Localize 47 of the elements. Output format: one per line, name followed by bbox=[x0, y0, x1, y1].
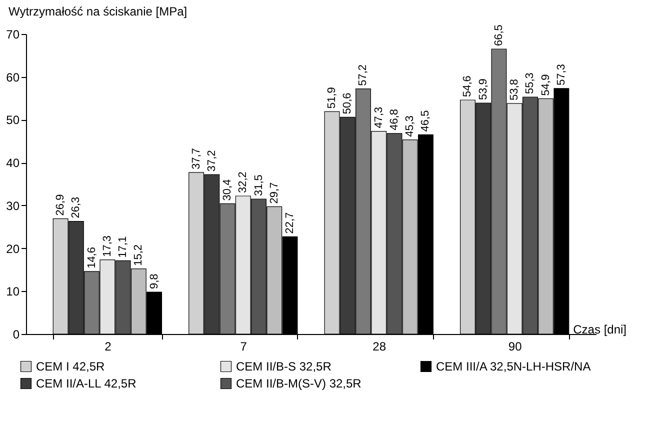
y-tick-label: 50 bbox=[6, 113, 20, 128]
data-label: 26,9 bbox=[54, 194, 67, 216]
legend-label: CEM II/A-LL 42,5R bbox=[36, 376, 137, 390]
data-label: 57,2 bbox=[357, 64, 370, 86]
data-label: 51,9 bbox=[326, 87, 338, 109]
data-label: 14,6 bbox=[86, 247, 98, 268]
data-label: 55,3 bbox=[524, 72, 536, 94]
data-label: 37,7 bbox=[190, 148, 202, 170]
data-label: 53,9 bbox=[477, 78, 490, 100]
data-label: 54,6 bbox=[462, 76, 474, 97]
legend-label: CEM I 42,5R bbox=[36, 360, 106, 374]
y-tick-label: 0 bbox=[12, 328, 20, 342]
y-tick-label: 70 bbox=[6, 28, 20, 42]
data-label: 22,7 bbox=[284, 212, 296, 234]
x-tick-label: 28 bbox=[372, 340, 386, 354]
data-label: 29,7 bbox=[268, 182, 280, 204]
data-label: 26,3 bbox=[70, 196, 82, 218]
x-tick-label: 90 bbox=[508, 340, 522, 354]
data-label: 31,5 bbox=[252, 174, 265, 196]
y-tick-label: 40 bbox=[6, 156, 20, 170]
data-label: 57,3 bbox=[555, 64, 568, 86]
data-label: 15,2 bbox=[132, 244, 145, 266]
data-label: 32,2 bbox=[237, 172, 250, 193]
data-label: 17,3 bbox=[101, 235, 114, 257]
x-tick-label: 7 bbox=[240, 340, 248, 354]
x-axis-title: Czas [dni] bbox=[573, 322, 626, 336]
data-label: 53,8 bbox=[508, 79, 521, 100]
y-axis-title: Wytrzymałość na ściskanie [MPa] bbox=[8, 4, 188, 18]
data-label: 9,8 bbox=[148, 274, 160, 289]
legend-label: CEM II/B-M(S-V) 32,5R bbox=[236, 376, 362, 390]
data-label: 45,3 bbox=[404, 115, 416, 137]
data-label: 50,6 bbox=[342, 92, 354, 114]
data-label: 47,3 bbox=[372, 106, 385, 128]
legend-label: CEM III/A 32,5N-LH-HSR/NA bbox=[436, 360, 591, 374]
y-tick-label: 60 bbox=[6, 70, 20, 84]
data-label: 37,2 bbox=[206, 150, 218, 172]
data-label: 66,5 bbox=[492, 24, 505, 46]
x-tick-label: 2 bbox=[104, 340, 112, 354]
data-label: 46,5 bbox=[420, 110, 432, 132]
data-label: 46,8 bbox=[388, 109, 400, 130]
data-label: 17,1 bbox=[117, 236, 130, 258]
y-tick-label: 20 bbox=[6, 242, 20, 256]
y-tick-label: 10 bbox=[6, 284, 20, 299]
y-tick-label: 30 bbox=[6, 198, 20, 213]
legend-label: CEM II/B-S 32,5R bbox=[236, 360, 332, 374]
data-label: 30,4 bbox=[222, 179, 234, 201]
data-label: 54,9 bbox=[540, 74, 552, 96]
